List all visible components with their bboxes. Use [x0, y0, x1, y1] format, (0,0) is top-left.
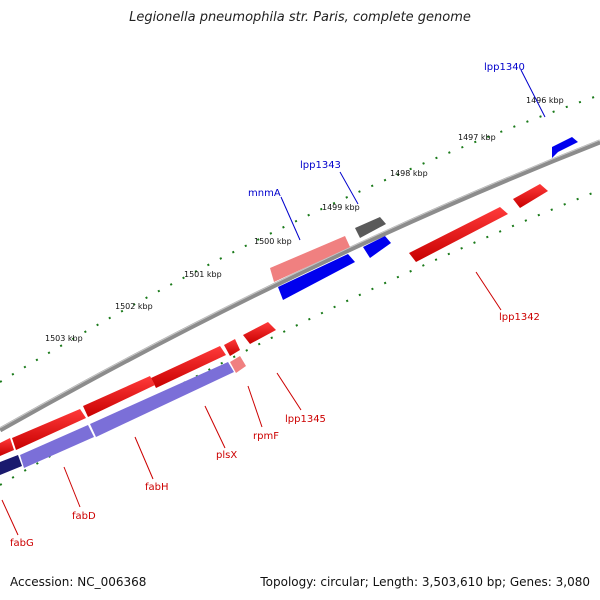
scale-label-1502: 1502 kbp: [115, 302, 153, 311]
gene-red-7[interactable]: [0, 438, 14, 456]
gene-mnmA-blue[interactable]: [278, 254, 355, 300]
scale-label-1503: 1503 kbp: [45, 334, 83, 343]
label-fabH: fabH: [145, 482, 169, 493]
gene-red-4[interactable]: [151, 346, 226, 388]
gene-blue-1[interactable]: [363, 236, 391, 258]
gene-lpp1342[interactable]: [409, 207, 508, 262]
inner-scale-dots: [0, 189, 600, 486]
gene-red-6[interactable]: [12, 409, 86, 450]
gene-fabH-purple[interactable]: [20, 425, 94, 468]
outer-scale-dots: [0, 94, 600, 383]
label-lpp1340: lpp1340: [484, 62, 525, 73]
genome-summary-text: Topology: circular; Length: 3,503,610 bp…: [260, 575, 590, 589]
gene-labels: lpp1340 lpp1343 mnmA lpp1342 lpp1345 rpm…: [10, 62, 540, 549]
scale-label-1499: 1499 kbp: [322, 203, 360, 212]
label-leaders: [1, 69, 546, 536]
scale-label-1501: 1501 kbp: [184, 270, 222, 279]
reverse-genes: [0, 236, 391, 475]
gene-red-3[interactable]: [224, 339, 240, 356]
scale-label-1500: 1500 kbp: [254, 237, 292, 246]
forward-genes: [0, 137, 578, 456]
scale-label-1497: 1497 kbp: [458, 133, 496, 142]
label-fabD: fabD: [72, 511, 96, 522]
gene-rpmF-light[interactable]: [230, 356, 246, 373]
gene-plsX-purple[interactable]: [90, 362, 234, 437]
label-lpp1345: lpp1345: [285, 414, 326, 425]
gene-mnmA-light[interactable]: [270, 236, 350, 282]
accession-text: Accession: NC_006368: [10, 575, 147, 589]
gene-red-1[interactable]: [513, 184, 548, 208]
label-lpp1343: lpp1343: [300, 160, 341, 171]
label-mnmA: mnmA: [248, 188, 281, 199]
gene-fabD-darkblue[interactable]: [0, 455, 22, 475]
gene-lpp1343[interactable]: [355, 217, 386, 238]
genome-backbone-highlight: [0, 139, 600, 429]
map-title: Legionella pneumophila str. Paris, compl…: [129, 10, 471, 25]
label-fabG: fabG: [10, 538, 34, 549]
gene-red-2[interactable]: [243, 322, 276, 344]
gene-red-5[interactable]: [83, 376, 155, 417]
genome-backbone: [0, 139, 600, 433]
gene-lpp1340-region-arrow[interactable]: [552, 137, 578, 158]
scale-labels: 1496 kbp 1497 kbp 1498 kbp 1499 kbp 1500…: [45, 96, 564, 343]
scale-label-1496: 1496 kbp: [526, 96, 564, 105]
scale-label-1498: 1498 kbp: [390, 169, 428, 178]
label-plsX: plsX: [216, 450, 237, 461]
label-rpmF: rpmF: [253, 431, 279, 442]
label-lpp1342: lpp1342: [499, 312, 540, 323]
